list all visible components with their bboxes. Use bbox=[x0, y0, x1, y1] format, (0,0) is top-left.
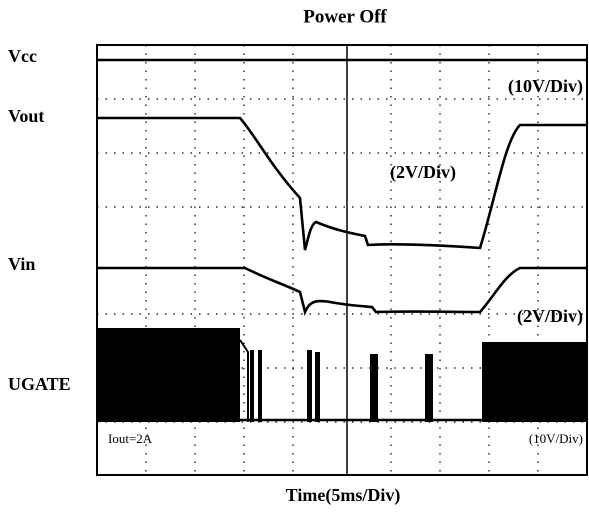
note: Iout=2A bbox=[108, 431, 153, 446]
vcc-scale: (10V/Div) bbox=[508, 76, 583, 97]
channel-label: Vin bbox=[8, 254, 35, 274]
switching-burst bbox=[482, 342, 587, 422]
vin-trace bbox=[97, 266, 587, 317]
pulse bbox=[425, 354, 433, 422]
ugate-trace bbox=[97, 328, 587, 422]
vout-scale: (2V/Div) bbox=[390, 162, 456, 183]
channel-label: Vout bbox=[8, 106, 44, 126]
channel-label: Vcc bbox=[8, 46, 37, 66]
vin-scale: (2V/Div) bbox=[517, 306, 583, 327]
vout-trace bbox=[97, 116, 587, 251]
channel-label: UGATE bbox=[8, 374, 71, 394]
screen: Iout=2A (10V/Div) (10V/Div) (2V/Div) (2V… bbox=[96, 44, 588, 476]
burst-edge bbox=[239, 339, 249, 422]
pulse bbox=[250, 350, 254, 422]
x-axis-label: Time(5ms/Div) bbox=[286, 485, 401, 506]
ugate-scale: (10V/Div) bbox=[529, 431, 583, 446]
pulse bbox=[370, 354, 378, 422]
pulse bbox=[315, 352, 320, 422]
pulse bbox=[258, 350, 262, 422]
title: Power Off bbox=[303, 6, 387, 27]
pulse bbox=[307, 350, 312, 422]
switching-burst bbox=[97, 328, 240, 422]
